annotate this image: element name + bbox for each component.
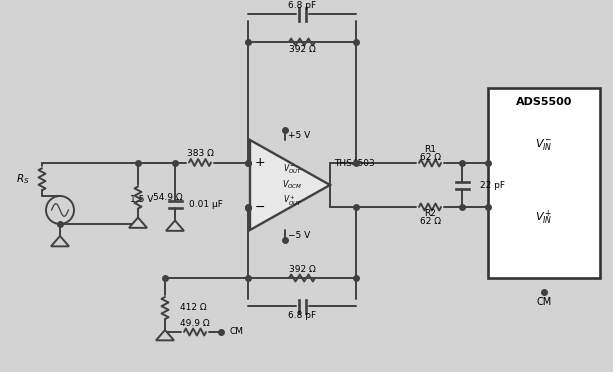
- Text: 62 Ω: 62 Ω: [419, 218, 441, 227]
- Text: 54.9 Ω: 54.9 Ω: [153, 193, 183, 202]
- Polygon shape: [51, 236, 69, 246]
- Circle shape: [46, 196, 74, 224]
- Text: 22 pF: 22 pF: [480, 180, 505, 189]
- Text: 1.5 V: 1.5 V: [129, 195, 153, 204]
- Text: 412 Ω: 412 Ω: [180, 304, 207, 312]
- Text: R2: R2: [424, 209, 436, 218]
- Text: 392 Ω: 392 Ω: [289, 45, 315, 55]
- Text: +: +: [254, 156, 265, 169]
- Text: 392 Ω: 392 Ω: [289, 266, 315, 275]
- Text: −5 V: −5 V: [288, 231, 310, 241]
- Text: $R_S$: $R_S$: [17, 172, 30, 186]
- Text: THS4503: THS4503: [334, 158, 375, 167]
- Text: 62 Ω: 62 Ω: [419, 153, 441, 161]
- Text: CM: CM: [229, 327, 243, 337]
- Text: 383 Ω: 383 Ω: [186, 149, 213, 158]
- Text: 6.8 pF: 6.8 pF: [288, 311, 316, 320]
- Text: 49.9 Ω: 49.9 Ω: [180, 320, 210, 328]
- Text: $V_{IN}^-$: $V_{IN}^-$: [535, 138, 553, 153]
- Polygon shape: [129, 218, 147, 228]
- Text: $V_{IN}^+$: $V_{IN}^+$: [535, 209, 553, 227]
- Text: CM: CM: [536, 297, 552, 307]
- Text: R1: R1: [424, 144, 436, 154]
- Polygon shape: [156, 330, 174, 340]
- Text: +5 V: +5 V: [288, 131, 310, 140]
- Text: $V_{OUT}^-$: $V_{OUT}^-$: [283, 162, 302, 176]
- Text: 6.8 pF: 6.8 pF: [288, 0, 316, 10]
- Text: $V_{OCM}$: $V_{OCM}$: [282, 179, 302, 191]
- Text: $V_{OUT}^+$: $V_{OUT}^+$: [283, 194, 302, 208]
- Text: 0.01 μF: 0.01 μF: [189, 200, 223, 209]
- Polygon shape: [166, 221, 184, 231]
- Bar: [488, 88, 600, 278]
- Text: ADS5500: ADS5500: [516, 97, 572, 107]
- Polygon shape: [250, 140, 330, 230]
- Text: −: −: [255, 201, 265, 214]
